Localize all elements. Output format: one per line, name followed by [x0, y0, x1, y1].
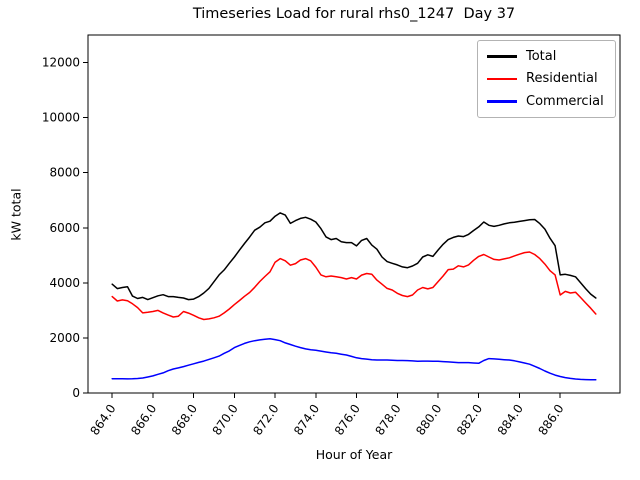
- y-tick-label: 8000: [49, 166, 80, 180]
- y-tick-label: 0: [72, 386, 80, 400]
- commercial-line-swatch: [487, 100, 517, 103]
- x-tick-label: 864.0: [87, 402, 118, 438]
- total-line-swatch: [487, 55, 517, 58]
- chart-title: Timeseries Load for rural rhs0_1247 Day …: [192, 6, 516, 22]
- legend-label-residential: Residential: [526, 71, 598, 87]
- series-line-total: [111, 212, 597, 301]
- residential-line-swatch: [487, 77, 517, 81]
- x-tick-label: 876.0: [332, 402, 363, 438]
- x-tick-label: 872.0: [250, 402, 281, 438]
- y-tick-label: 2000: [49, 331, 80, 345]
- y-tick-label: 6000: [49, 221, 80, 235]
- x-tick-label: 884.0: [495, 402, 526, 438]
- x-tick-label: 866.0: [128, 402, 159, 438]
- legend-item-residential: Residential: [478, 68, 615, 90]
- y-tick-label: 4000: [49, 276, 80, 290]
- legend-label-total: Total: [526, 48, 557, 64]
- x-tick-label: 880.0: [413, 402, 444, 438]
- x-tick-label: 886.0: [535, 402, 566, 438]
- x-axis-label: Hour of Year: [315, 447, 393, 462]
- legend: Total Residential Commercial: [477, 40, 616, 118]
- legend-item-commercial: Commercial: [478, 91, 615, 113]
- axes-frame: [87, 34, 621, 394]
- x-tick-label: 874.0: [291, 402, 322, 438]
- y-tick-label: 10000: [42, 111, 80, 125]
- series-line-commercial: [111, 337, 597, 381]
- series-line-residential: [111, 251, 597, 321]
- legend-item-total: Total: [478, 45, 615, 67]
- x-tick-label: 882.0: [454, 402, 485, 438]
- x-tick-label: 868.0: [169, 402, 200, 438]
- x-tick-label: 870.0: [210, 402, 241, 438]
- x-tick-label: 878.0: [373, 402, 404, 438]
- y-axis-label: kW total: [8, 188, 24, 241]
- legend-label-commercial: Commercial: [526, 94, 604, 110]
- y-tick-label: 12000: [42, 56, 80, 70]
